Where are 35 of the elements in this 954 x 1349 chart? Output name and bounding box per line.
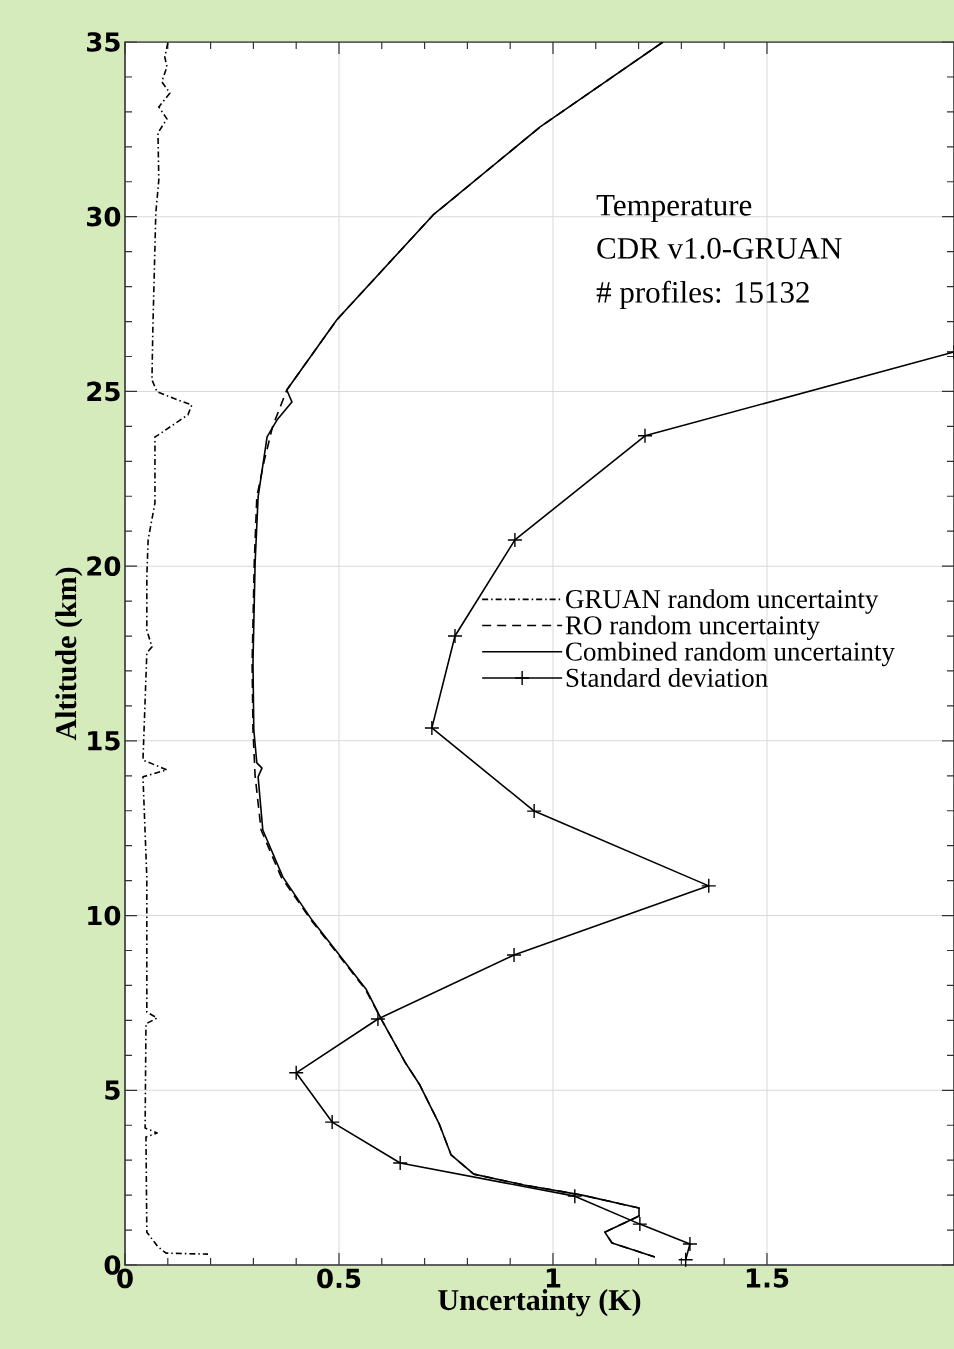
y-tick-label: 15 xyxy=(88,731,120,751)
point xyxy=(370,1011,386,1027)
y-tick-label: 30 xyxy=(87,206,121,227)
legend-label: RO random uncertainty xyxy=(565,615,820,641)
x-tick-label: 0.5 xyxy=(317,1268,361,1289)
legend-label: GRUAN random uncertainty xyxy=(566,589,879,614)
point xyxy=(324,1114,340,1130)
y-axis-title: Altitude (km) xyxy=(55,567,83,741)
y-tick-label: 20 xyxy=(87,556,121,576)
point xyxy=(637,428,653,444)
x-tick-label: 1 xyxy=(546,1268,561,1288)
point xyxy=(526,803,542,819)
y-tick-label: 25 xyxy=(87,381,120,402)
point xyxy=(424,720,440,736)
line-series xyxy=(142,42,209,1255)
point xyxy=(447,628,463,644)
legend-label: Standard deviation xyxy=(566,667,768,687)
y-tick-label: 35 xyxy=(87,32,120,52)
annotation: # profiles: 15132 xyxy=(596,280,809,310)
legend-label: Combined random uncertainty xyxy=(566,641,895,667)
point xyxy=(392,1155,408,1171)
x-tick-label: 1.5 xyxy=(746,1268,789,1288)
point xyxy=(567,1188,583,1204)
annotation: Temperature xyxy=(596,195,752,222)
point xyxy=(507,532,523,548)
point xyxy=(677,1252,694,1268)
point xyxy=(632,1216,648,1232)
annotation: CDR v1.0-GRUAN xyxy=(597,237,842,259)
point xyxy=(288,1065,304,1081)
x-axis-title: Uncertainty (K) xyxy=(438,1289,641,1317)
y-tick-label: 10 xyxy=(88,905,121,926)
point xyxy=(682,1236,698,1252)
point xyxy=(701,878,717,894)
y-tick-label: 5 xyxy=(105,1080,120,1100)
point xyxy=(506,947,522,963)
